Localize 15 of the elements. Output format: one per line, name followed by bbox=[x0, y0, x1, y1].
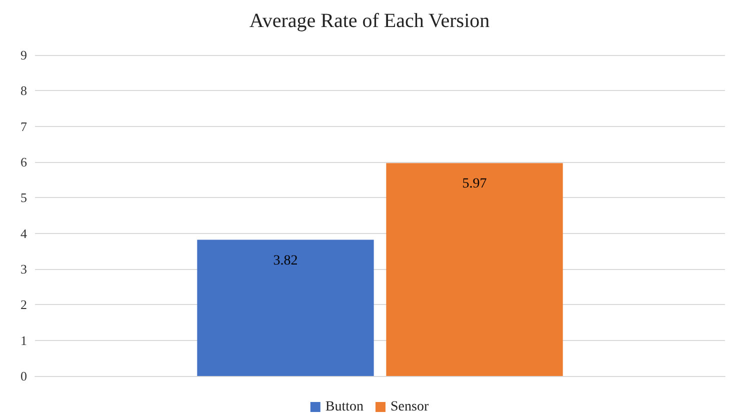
y-tick-label: 8 bbox=[20, 83, 27, 98]
legend-label: Sensor bbox=[390, 400, 429, 414]
legend-label: Button bbox=[325, 400, 364, 414]
chart-title: Average Rate of Each Version bbox=[249, 10, 490, 32]
data-label: 5.97 bbox=[462, 176, 487, 192]
data-label: 3.82 bbox=[273, 253, 298, 268]
y-tick-label: 2 bbox=[20, 297, 27, 312]
y-tick-label: 5 bbox=[20, 190, 27, 206]
y-tick-label: 4 bbox=[20, 226, 28, 241]
y-tick-label: 3 bbox=[20, 262, 27, 276]
y-tick-label: 9 bbox=[20, 48, 27, 62]
y-tick-label: 0 bbox=[20, 368, 27, 384]
y-tick-label: 7 bbox=[20, 118, 28, 134]
y-tick-label: 1 bbox=[20, 332, 27, 348]
y-tick-label: 6 bbox=[20, 154, 28, 170]
